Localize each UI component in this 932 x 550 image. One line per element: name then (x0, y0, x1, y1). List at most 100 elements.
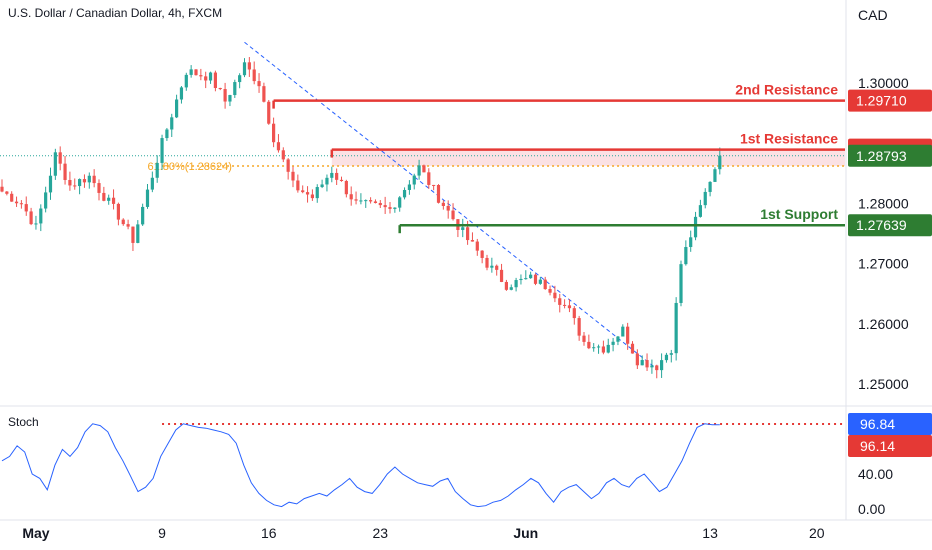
candle (378, 200, 382, 209)
candle-body (378, 203, 382, 206)
candle (19, 200, 23, 209)
candle-body (592, 347, 596, 349)
candle-body (53, 152, 57, 176)
candle-body (310, 194, 314, 199)
candle (432, 184, 436, 191)
candle-body (708, 181, 712, 192)
candle (398, 196, 402, 212)
candle (461, 218, 465, 238)
candle-body (68, 179, 72, 186)
price-badge-bg (848, 214, 932, 237)
price-badge-value: 1.27639 (856, 217, 907, 233)
candle (281, 147, 285, 163)
candle (529, 271, 533, 279)
candle (238, 73, 242, 89)
candle-body (432, 184, 436, 186)
candle (63, 155, 67, 185)
candle-body (160, 138, 164, 163)
candle-body (315, 187, 319, 199)
candle-body (630, 343, 635, 354)
candle (499, 263, 504, 283)
stoch-badge-value: 96.14 (860, 438, 895, 454)
candle (422, 164, 426, 173)
candle-body (509, 287, 513, 290)
candle (204, 71, 208, 89)
candle (218, 87, 222, 91)
candle-body (567, 305, 572, 309)
candle-body (679, 264, 683, 303)
candle-body (480, 250, 484, 258)
candle-body (116, 203, 120, 220)
candle-body (436, 184, 441, 203)
candle (53, 148, 57, 180)
candle (364, 199, 368, 208)
candle (369, 197, 373, 204)
candle (150, 171, 154, 193)
level-label: 2nd Resistance (735, 82, 838, 98)
candle-body (155, 162, 159, 178)
candle (655, 364, 659, 379)
candle-body (82, 179, 87, 183)
candle (674, 297, 678, 361)
candle (412, 173, 416, 190)
candle-body (543, 279, 547, 290)
candle (213, 70, 217, 92)
candle (320, 179, 324, 189)
time-tick-label: 20 (809, 525, 825, 541)
time-tick-label: 13 (702, 525, 718, 541)
candle (291, 166, 295, 188)
stoch-line (1, 423, 720, 508)
candle-body (402, 189, 407, 198)
candle (305, 186, 310, 203)
candle-body (48, 175, 53, 193)
candle (718, 147, 722, 175)
candle-body (485, 257, 489, 268)
candle (272, 117, 276, 148)
candle-body (427, 172, 431, 185)
candle-body (446, 205, 450, 211)
price-tick-label: 1.27000 (858, 256, 909, 272)
candle-body (684, 247, 688, 265)
candle (175, 94, 179, 119)
price-badge: 1.28793 (848, 144, 932, 167)
candle (689, 230, 693, 252)
stoch-badge-bg (848, 412, 932, 435)
candle-body (398, 197, 402, 208)
candle-body (145, 189, 150, 207)
time-tick-label: 23 (373, 525, 389, 541)
candle-body (0, 186, 4, 192)
candle (616, 335, 620, 346)
candle (388, 201, 392, 214)
candle (456, 219, 460, 238)
candle (359, 193, 363, 205)
candle (68, 171, 72, 191)
candle-body (577, 318, 581, 336)
candle-body (301, 190, 305, 193)
candle-body (621, 326, 625, 337)
candle (344, 179, 348, 198)
candle (480, 250, 484, 264)
stoch-badge: 96.84 (848, 412, 932, 435)
candle-body (660, 360, 664, 371)
stoch-badge-value: 96.84 (860, 416, 895, 432)
candle (121, 218, 125, 226)
candle-body (296, 180, 300, 191)
candle-body (650, 365, 654, 368)
candle (587, 334, 591, 350)
candle-body (29, 211, 33, 225)
candle-body (538, 279, 542, 284)
candle-body (204, 76, 208, 81)
candle (24, 196, 28, 216)
time-tick-label: 9 (158, 525, 166, 541)
candle-body (635, 353, 639, 366)
candle-body (291, 171, 295, 181)
candle-body (451, 210, 455, 220)
stoch-tick-label: 0.00 (858, 501, 885, 517)
candle-body (58, 152, 62, 164)
candle (664, 352, 669, 363)
stochastic-pane: Stoch (1, 415, 845, 508)
candle-body (10, 193, 14, 202)
candle-body (252, 69, 256, 82)
candle-body (718, 155, 722, 170)
